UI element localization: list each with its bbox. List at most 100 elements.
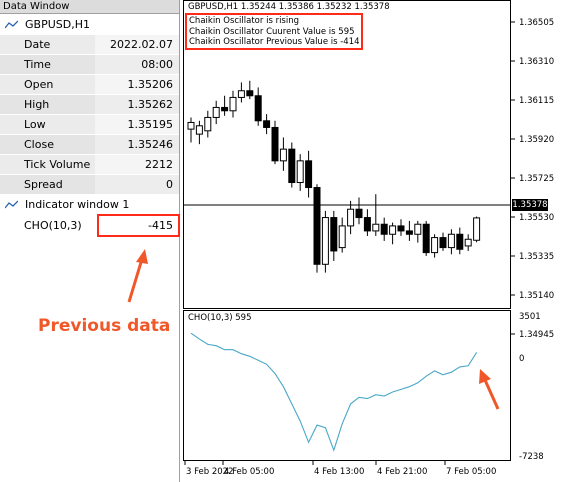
candle (187, 117, 195, 143)
indicator-header[interactable]: Indicator window 1 (0, 195, 179, 215)
candle (321, 210, 329, 273)
chart-line-icon (5, 20, 18, 29)
candle (338, 217, 346, 253)
candle (313, 184, 321, 273)
candle (229, 90, 237, 118)
candle (237, 82, 245, 103)
data-row-value: 08:00 (95, 55, 179, 75)
current-price-tag: 1.35378 (512, 199, 548, 211)
indicator-frame (183, 310, 511, 461)
price-axis: 1.36505 1.36310 1.36115 1.35920 1.35725 1.355… (511, 18, 554, 340)
candle (363, 209, 371, 236)
arrow-up-icon (479, 369, 500, 410)
price-tick-label: 1.34945 (519, 330, 554, 340)
price-tick-label: 1.35140 (519, 291, 554, 301)
candle (414, 220, 422, 243)
candle (195, 120, 203, 145)
candle (254, 87, 262, 126)
data-row-low[interactable]: Low 1.35195 (0, 115, 179, 135)
data-row-date[interactable]: Date 2022.02.07 (0, 35, 179, 55)
candle (212, 100, 220, 125)
data-row-label: Open (0, 75, 95, 95)
price-tick-label: 1.35725 (519, 174, 554, 184)
time-tick-label: 4 Feb 21:00 (377, 467, 427, 477)
candles (187, 80, 481, 273)
candle (456, 227, 464, 255)
candle (296, 154, 304, 191)
candle (279, 137, 287, 171)
data-row-label: Time (0, 55, 95, 75)
candle (389, 222, 397, 245)
candle (431, 234, 439, 258)
data-row-value: 2022.02.07 (95, 35, 179, 55)
symbol-header[interactable]: GBPUSD,H1 (0, 15, 179, 35)
candle (355, 197, 363, 225)
candle (447, 229, 455, 255)
info-line-previous: Chaikin Oscillator Previous Value is -41… (189, 37, 360, 47)
candle (330, 210, 338, 261)
chaikin-oscillator-line (190, 332, 478, 452)
indicator-row[interactable]: CHO(10,3) -415 (0, 216, 179, 236)
data-row-label: Spread (0, 175, 95, 195)
data-row-label: High (0, 95, 95, 115)
data-row-value: 1.35206 (95, 75, 179, 95)
candle (464, 234, 472, 251)
indicator-label: CHO(10,3) 595 (188, 313, 252, 323)
time-tick-label: 7 Feb 05:00 (446, 467, 496, 477)
data-row-tick-volume[interactable]: Tick Volume 2212 (0, 155, 179, 175)
price-tick-label: 1.36115 (519, 96, 554, 106)
data-window-title: Data Window (0, 0, 179, 14)
candle (204, 110, 212, 138)
data-row-label: Close (0, 135, 95, 155)
candle (439, 232, 447, 251)
data-row-label: Date (0, 35, 95, 55)
info-line-rising: Chaikin Oscillator is rising (189, 16, 300, 26)
indicator-row-label: CHO(10,3) (0, 216, 95, 236)
data-row-label: Low (0, 115, 95, 135)
chaikin-info-box: Chaikin Oscillator is rising Chaikin Osc… (185, 13, 363, 50)
data-row-value: 1.35262 (95, 95, 179, 115)
time-tick-label: 4 Feb 05:00 (224, 467, 274, 477)
time-tick-label: 3 Feb 2022 (186, 467, 234, 477)
indicator-tick-label: 0 (519, 354, 524, 364)
time-tick-label: 4 Feb 13:00 (314, 467, 364, 477)
price-chart[interactable]: 1.36505 1.36310 1.36115 1.35920 1.35725 1.355… (183, 0, 563, 482)
indicator-tick-label: 3501 (519, 312, 541, 322)
candle (372, 194, 380, 236)
data-row-close[interactable]: Close 1.35246 (0, 135, 179, 155)
main-chart-frame (183, 0, 511, 309)
price-tick-label: 1.36310 (519, 57, 554, 67)
price-tick-label: 1.36505 (519, 18, 554, 28)
previous-data-annotation: Previous data (38, 316, 171, 336)
candle (405, 220, 413, 241)
candle (473, 216, 481, 243)
info-line-current: Chaikin Oscillator Cuurent Value is 595 (189, 26, 355, 37)
indicator-axis: 3501 0 -7238 (519, 312, 544, 462)
data-row-high[interactable]: High 1.35262 (0, 95, 179, 115)
ohlc-header: GBPUSD,H1 1.35244 1.35386 1.35232 1.3537… (188, 2, 390, 12)
chart-line-icon (5, 200, 18, 209)
data-row-value: 0 (95, 175, 179, 195)
price-tick-label: 1.35530 (519, 213, 554, 223)
candle (221, 95, 229, 116)
data-row-label: Tick Volume (0, 155, 95, 175)
indicator-tick-label: -7238 (519, 452, 544, 462)
symbol-header-label: GBPUSD,H1 (25, 18, 90, 31)
arrow-up-icon (127, 249, 148, 303)
candle (305, 150, 313, 198)
data-row-time[interactable]: Time 08:00 (0, 55, 179, 75)
data-row-spread[interactable]: Spread 0 (0, 175, 179, 195)
data-row-open[interactable]: Open 1.35206 (0, 75, 179, 95)
candle (380, 217, 388, 241)
data-row-value: 1.35246 (95, 135, 179, 155)
candle (347, 200, 355, 235)
price-tick-label: 1.35920 (519, 135, 554, 145)
candle (246, 80, 254, 100)
data-window-panel: Data Window GBPUSD,H1 Date 2022.02.07 Time… (0, 0, 180, 482)
data-row-value: 2212 (95, 155, 179, 175)
indicator-header-label: Indicator window 1 (25, 198, 130, 211)
highlight-box-previous (97, 214, 180, 237)
candle (422, 220, 430, 256)
